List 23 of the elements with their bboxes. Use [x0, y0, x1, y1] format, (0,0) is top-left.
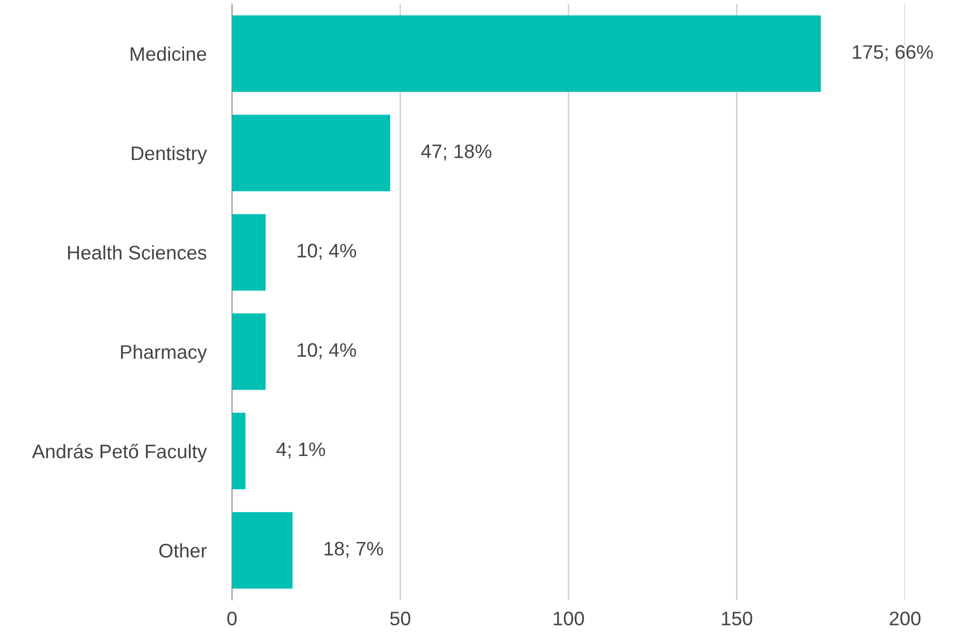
data-label: 47; 18% [421, 144, 492, 161]
bar [232, 313, 266, 390]
y-tick-label: Medicine [130, 46, 206, 61]
y-tick-label: Other [159, 543, 207, 558]
bar [232, 15, 821, 92]
data-label: 175; 66% [852, 45, 933, 62]
data-label: 10; 4% [298, 343, 356, 360]
x-tick-label: 150 [722, 612, 752, 626]
x-tick-label: 50 [390, 612, 410, 626]
x-tick-label: 200 [890, 612, 920, 626]
x-tick-label: 0 [227, 612, 237, 626]
data-label: 18; 7% [324, 542, 383, 558]
y-tick-label: Health Sciences [68, 245, 206, 260]
y-tick-label: Pharmacy [121, 344, 207, 363]
y-tick-label: András Pető Faculty [32, 444, 207, 462]
bar [232, 214, 266, 291]
bar [232, 412, 246, 490]
x-tick-label: 100 [554, 612, 584, 626]
y-tick-label: Dentistry [132, 146, 207, 164]
data-label: 10; 4% [298, 244, 356, 260]
bar [232, 114, 390, 192]
data-label: 4; 1% [276, 442, 326, 459]
bar [232, 512, 293, 589]
